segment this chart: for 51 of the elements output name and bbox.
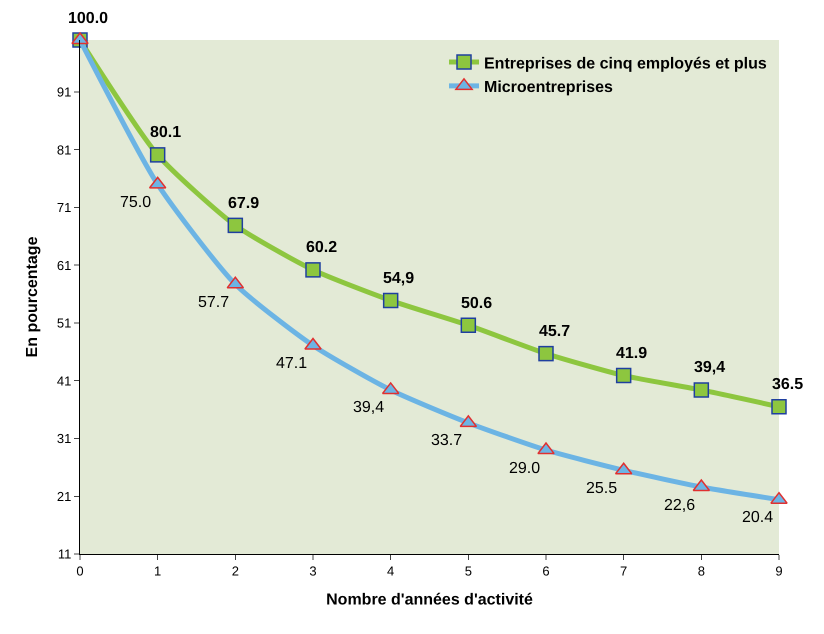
x-tick-label: 1 (154, 564, 162, 579)
y-tick-label: 61 (56, 258, 72, 273)
data-label: 80.1 (150, 124, 182, 141)
x-tick-label: 4 (387, 564, 394, 579)
point (228, 218, 244, 234)
data-label: 100.0 (68, 10, 108, 27)
point (694, 382, 710, 398)
data-label: 47.1 (276, 355, 308, 372)
data-label: 75.0 (120, 194, 152, 211)
data-label: 54,9 (383, 270, 414, 287)
point (150, 147, 166, 163)
point (616, 368, 632, 384)
x-tick-label: 7 (620, 564, 628, 579)
point (460, 318, 476, 334)
data-label: 57.7 (198, 294, 230, 311)
data-label: 20.4 (742, 509, 774, 526)
x-tick-label: 5 (464, 564, 472, 579)
data-label: 45.7 (539, 323, 570, 340)
data-label: 60.2 (306, 239, 338, 256)
legend-label: Microentreprises (484, 79, 614, 96)
y-tick-label: 31 (56, 431, 72, 446)
y-tick-label: 11 (58, 546, 72, 562)
y-tick-label: 81 (56, 142, 72, 158)
data-label: 36.5 (772, 376, 804, 393)
data-label: 39,4 (353, 399, 384, 416)
point (538, 346, 554, 362)
data-label: 41.9 (616, 345, 648, 362)
point (771, 398, 787, 414)
y-tick-label: 21 (56, 488, 72, 504)
x-tick-label: 0 (76, 564, 84, 579)
x-tick-label: 6 (542, 564, 550, 579)
y-tick-label: 91 (56, 84, 72, 100)
data-label: 67.9 (228, 195, 260, 212)
x-tick-label: 8 (698, 564, 705, 579)
data-label: 25.5 (586, 480, 618, 497)
data-label: 39,4 (694, 359, 726, 376)
y-tick-label: 51 (56, 316, 72, 331)
y-tick-label: 71 (56, 200, 72, 216)
data-label: 50.6 (461, 295, 492, 312)
data-label: 22,6 (664, 497, 696, 514)
x-axis-title: Nombre d'années d'activité (326, 591, 533, 608)
x-tick-label: 9 (775, 564, 783, 579)
point (305, 262, 321, 278)
point (382, 292, 398, 308)
y-axis-title: En pourcentage (24, 236, 41, 358)
x-tick-label: 2 (232, 564, 239, 579)
data-label: 33.7 (431, 432, 462, 449)
legend-label: Entreprises de cinq employés et plus (484, 55, 767, 72)
y-tick-label: 41 (56, 373, 72, 388)
data-label: 29.0 (509, 460, 540, 477)
x-tick-label: 3 (309, 564, 317, 579)
